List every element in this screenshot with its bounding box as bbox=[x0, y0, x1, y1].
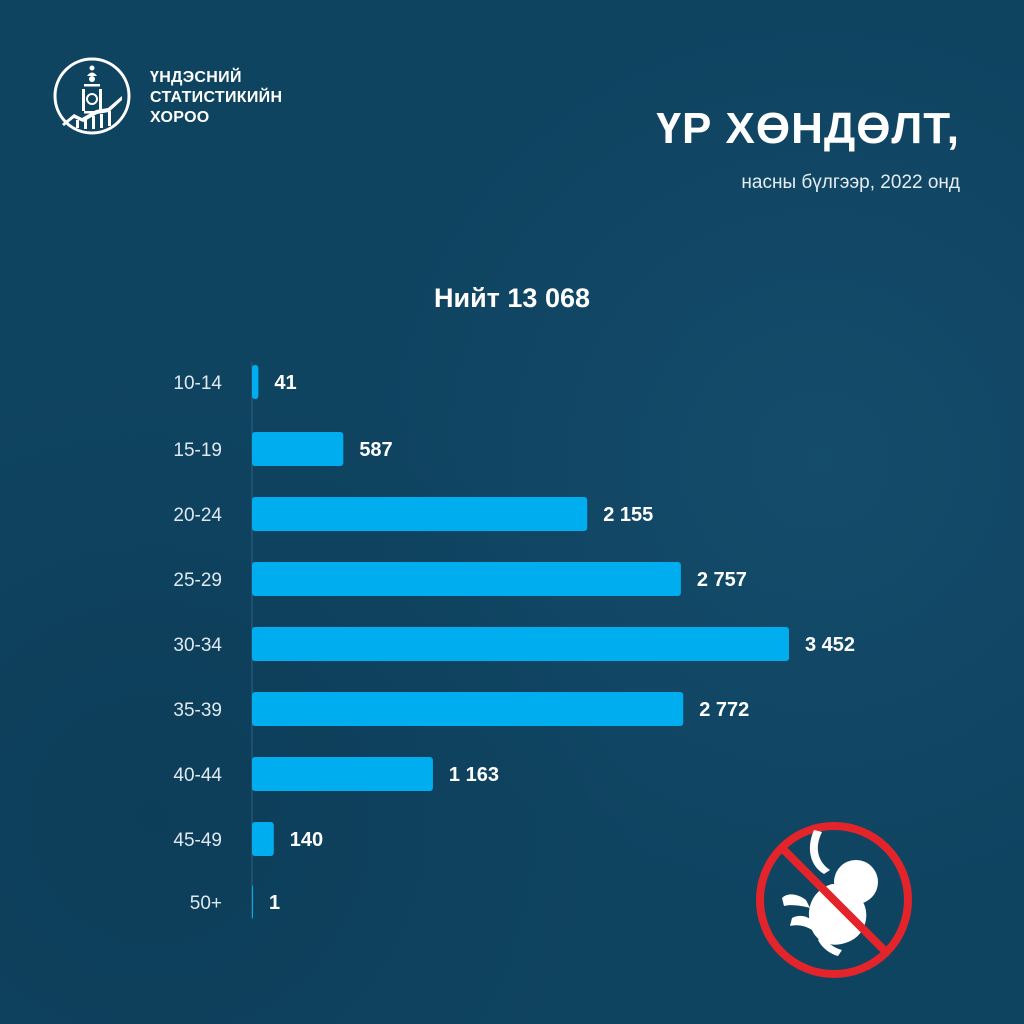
category-label: 40-44 bbox=[173, 765, 222, 786]
bar bbox=[252, 885, 253, 919]
category-label: 50+ bbox=[190, 893, 222, 914]
page-title: ҮР ХӨНДӨЛТ, bbox=[656, 104, 960, 153]
category-label: 35-39 bbox=[173, 700, 222, 721]
data-label: 1 163 bbox=[449, 764, 499, 786]
category-label: 10-14 bbox=[173, 373, 222, 394]
bar bbox=[252, 692, 684, 726]
bar bbox=[252, 757, 433, 791]
bar bbox=[252, 432, 344, 466]
category-label: 45-49 bbox=[173, 830, 222, 851]
data-label: 140 bbox=[290, 829, 323, 851]
bar bbox=[252, 562, 681, 596]
page-subtitle: насны бүлгээр, 2022 онд bbox=[741, 172, 960, 193]
org-name-line3: ХОРОО bbox=[150, 109, 210, 126]
data-label: 2 772 bbox=[699, 699, 749, 721]
org-name-line1: ҮНДЭСНИЙ bbox=[150, 69, 242, 86]
data-label: 41 bbox=[274, 372, 296, 394]
data-label: 587 bbox=[359, 439, 392, 461]
data-label: 1 bbox=[269, 892, 280, 914]
category-label: 15-19 bbox=[173, 440, 222, 461]
data-label: 3 452 bbox=[805, 634, 855, 656]
org-name-line2: СТАТИСТИКИЙН bbox=[150, 89, 283, 106]
no-abortion-fetus-icon bbox=[756, 822, 912, 978]
bar bbox=[252, 627, 789, 661]
organization-name: ҮНДЭСНИЙ СТАТИСТИКИЙН ХОРОО bbox=[150, 68, 282, 128]
bar bbox=[252, 365, 259, 399]
category-label: 30-34 bbox=[173, 635, 222, 656]
category-label: 25-29 bbox=[173, 570, 222, 591]
bar bbox=[252, 822, 274, 856]
data-label: 2 757 bbox=[697, 569, 747, 591]
soyombo-logo-icon bbox=[53, 57, 131, 135]
bar bbox=[252, 497, 588, 531]
total-label: Нийт 13 068 bbox=[433, 283, 590, 313]
category-label: 20-24 bbox=[173, 505, 222, 526]
data-label: 2 155 bbox=[603, 504, 653, 526]
